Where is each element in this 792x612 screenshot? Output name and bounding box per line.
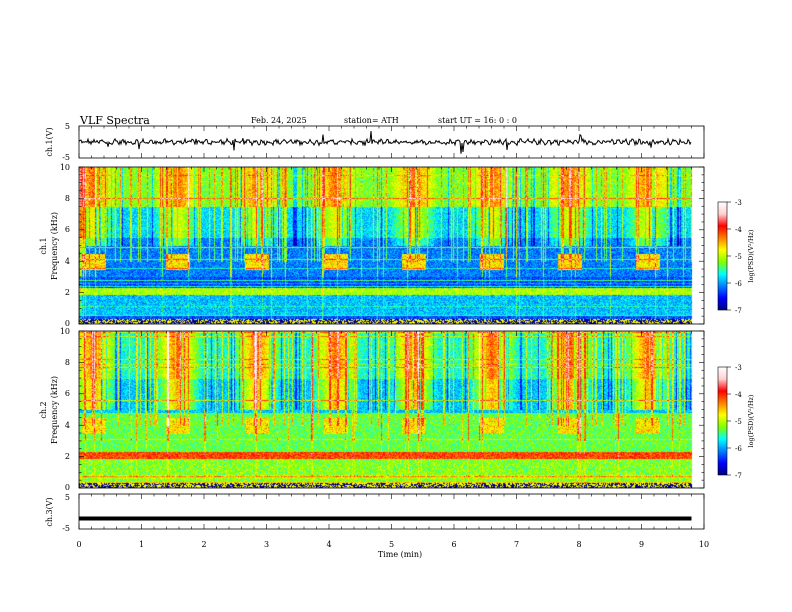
time-axis-tick-label: 1	[139, 540, 144, 549]
ch1-ytick-2: 2	[65, 288, 70, 297]
ch1-colorbar-tick-m4: -4	[735, 226, 742, 234]
ch1-waveform-trace	[78, 131, 692, 154]
ch2-colorbar-ticks	[727, 366, 731, 476]
ch2-spectrogram-ylabel-frequency: Frequency (kHz)	[50, 376, 59, 444]
ch3-waveform-ticks	[78, 494, 705, 529]
time-axis-tick-labels: 0 1 2 3 4 5 6 7 8 9 10	[76, 540, 709, 549]
ch2-colorbar-tick-m6: -6	[735, 445, 742, 453]
ch2-colorbar-gradient	[718, 367, 727, 475]
time-axis-tick-label: 0	[76, 540, 81, 549]
time-axis-label: Time (min)	[378, 550, 422, 559]
start-ut-label: start UT = 16: 0 : 0	[438, 116, 517, 125]
ch1-spectrogram-ylabel-frequency: Frequency (kHz)	[50, 212, 59, 280]
ch1-waveform-ytick-bottom: -5	[62, 153, 70, 162]
ch1-ytick-10: 10	[60, 163, 70, 172]
ch2-spectrogram-ticks	[78, 330, 705, 489]
time-axis-tick-label: 10	[699, 540, 709, 549]
ch2-colorbar-label: log(PSD)(V²/Hz)	[747, 394, 755, 447]
ch3-waveform-frame	[78, 493, 705, 530]
figure-title: VLF Spectra	[79, 114, 150, 127]
ch1-colorbar: -3 -4 -5 -6 -7 log(PSD)(V²/Hz)	[717, 199, 755, 315]
ch1-spectrogram-image-holder	[79, 167, 704, 324]
ch2-ytick-8: 8	[65, 358, 70, 367]
ch2-colorbar-tick-m3: -3	[735, 364, 742, 372]
ch3-waveform-ylabel: ch.3(V)	[45, 497, 54, 526]
ch2-ytick-10: 10	[60, 327, 70, 336]
ch1-colorbar-label: log(PSD)(V²/Hz)	[747, 229, 755, 282]
ch2-colorbar-tick-m5: -5	[735, 418, 742, 426]
ch2-colorbar-tick-m4: -4	[735, 391, 742, 399]
ch1-ytick-0: 0	[65, 319, 70, 328]
ch1-spectrogram-ticks	[78, 166, 705, 325]
ch1-colorbar-tick-m3: -3	[735, 199, 742, 207]
ch1-colorbar-gradient	[718, 202, 727, 310]
ch3-waveform-ytick-bottom: -5	[62, 524, 70, 533]
ch3-waveform-panel: 5 -5 ch.3(V)	[45, 493, 705, 533]
ch2-spectrogram-panel: 0 2 4 6 8 10 ch.2 Frequency (kHz)	[39, 327, 705, 492]
time-axis-tick-label: 2	[201, 540, 206, 549]
ch1-colorbar-ticks	[727, 201, 731, 311]
ch1-waveform-ticks	[78, 126, 705, 158]
ch2-ytick-0: 0	[65, 483, 70, 492]
ch1-ytick-6: 6	[65, 225, 70, 234]
time-axis-tick-label: 7	[514, 540, 519, 549]
time-axis-tick-label: 4	[326, 540, 331, 549]
ch1-spectrogram-ylabel-channel: ch.1	[39, 237, 48, 254]
ch2-spectrogram-ylabel-channel: ch.2	[39, 401, 48, 418]
ch1-spectrogram-heatmap	[79, 167, 704, 324]
time-axis-tick-label: 3	[264, 540, 269, 549]
ch1-colorbar-tick-m5: -5	[735, 253, 742, 261]
station-label: station= ATH	[344, 116, 399, 125]
ch1-ytick-4: 4	[65, 257, 70, 266]
time-axis-tick-label: 6	[451, 540, 456, 549]
ch2-spectrogram-image-holder	[79, 331, 704, 488]
ch1-colorbar-tick-m7: -7	[735, 307, 742, 315]
ch1-ytick-8: 8	[65, 194, 70, 203]
ch2-spectrogram-heatmap	[79, 331, 704, 488]
time-axis-tick-label: 8	[576, 540, 581, 549]
ch3-waveform-ytick-top: 5	[65, 493, 70, 502]
ch1-waveform-panel: 5 -5 ch.1(V)	[45, 122, 705, 162]
ch1-spectrogram-panel: 0 2 4 6 8 10 ch.1 Frequency (kHz)	[39, 163, 705, 328]
ch2-ytick-2: 2	[65, 452, 70, 461]
ch1-colorbar-tick-m6: -6	[735, 280, 742, 288]
date-label: Feb. 24, 2025	[251, 116, 307, 125]
ch2-colorbar: -3 -4 -5 -6 -7 log(PSD)(V²/Hz)	[717, 364, 755, 480]
ch2-ytick-4: 4	[65, 421, 70, 430]
ch2-colorbar-tick-m7: -7	[735, 472, 742, 480]
ch2-ytick-6: 6	[65, 389, 70, 398]
time-axis-tick-label: 9	[639, 540, 644, 549]
ch1-waveform-ylabel: ch.1(V)	[45, 127, 54, 156]
time-axis-tick-label: 5	[389, 540, 394, 549]
ch1-waveform-ytick-top: 5	[65, 122, 70, 131]
